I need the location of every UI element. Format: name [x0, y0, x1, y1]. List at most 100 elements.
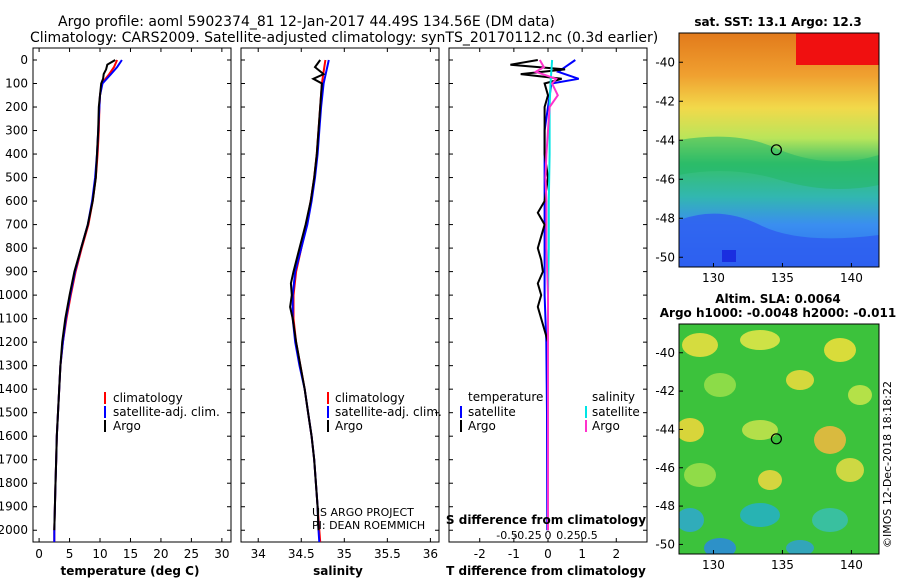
s-diff-tick-label: 0: [545, 529, 552, 542]
sst-argo-marker: [770, 144, 782, 156]
sla-blob: [824, 338, 856, 362]
salinity-plot-frame: [240, 47, 440, 543]
sla-map-ticks: 130 135 140 -40 -42 -44 -46 -48 -50: [655, 346, 862, 572]
legend-label-satellite: satellite-adj. clim.: [113, 405, 220, 419]
sla-map-title-1: Altim. SLA: 0.0064: [715, 292, 841, 306]
depth-tick-label: 1400: [0, 382, 28, 396]
sla-blob: [836, 458, 864, 482]
credit-project: US ARGO PROJECT: [312, 506, 414, 519]
map-y-tick-label: -40: [655, 346, 675, 360]
depth-tick-label: 1900: [0, 500, 28, 514]
difference-x-ticks: -2 -1 0 1 2: [474, 48, 620, 561]
s-diff-tick-label: 0.5: [580, 529, 598, 542]
series-line-climatology: [53, 59, 119, 542]
temperature-plot-frame: [32, 47, 232, 543]
depth-tick-label: 1600: [0, 429, 28, 443]
temperature-series: [53, 59, 123, 542]
legend-label-satellite: satellite-adj. clim.: [335, 405, 442, 419]
x-tick-label: 35: [337, 547, 352, 561]
s-diff-tick-label: -0.5: [496, 529, 517, 542]
sst-warm-patch: [796, 33, 879, 65]
sla-blob: [679, 508, 704, 532]
sla-blobs: [679, 330, 872, 554]
x-tick-label: 35.5: [374, 547, 401, 561]
legend-label-climatology: climatology: [335, 391, 405, 405]
map-x-tick-label: 135: [771, 271, 794, 285]
depth-tick-label: 200: [5, 100, 28, 114]
x-tick-label: 36: [423, 547, 438, 561]
map-x-tick-label: 140: [840, 558, 863, 572]
series-line-salinity-argo: [533, 59, 559, 531]
series-line-temperature-argo: [510, 59, 566, 531]
salinity-x-ticks: 34 34.5 35 35.5 36: [251, 48, 438, 561]
legend-label-temp-argo: Argo: [468, 419, 496, 433]
map-y-tick-label: -40: [655, 55, 675, 69]
temperature-xlabel: temperature (deg C): [61, 564, 200, 578]
credit-pi: PI: DEAN ROEMMICH: [312, 519, 425, 532]
sla-blob: [812, 508, 848, 532]
x-tick-label: 10: [92, 547, 107, 561]
depth-tick-label: 1300: [0, 359, 28, 373]
map-y-tick-label: -44: [655, 422, 675, 436]
salinity-panel: 34 34.5 35 35.5 36 salinity climatology sate…: [240, 47, 442, 578]
series-line-climatology: [292, 59, 327, 542]
sla-map-title-2: Argo h1000: -0.0048 h2000: -0.011: [660, 306, 896, 320]
map-y-tick-label: -42: [655, 94, 675, 108]
depth-tick-label: 600: [5, 194, 28, 208]
salinity-legend: climatology satellite-adj. clim. Argo: [327, 391, 442, 433]
sla-blob: [814, 426, 846, 454]
sst-green-band: [679, 136, 879, 189]
sla-blob: [786, 370, 814, 390]
difference-panel: -2 -1 0 1 2 T difference from climatology S …: [446, 47, 648, 578]
sla-blob: [848, 385, 872, 405]
s-difference-label: S difference from climatology: [446, 513, 646, 527]
map-y-tick-label: -46: [655, 172, 675, 186]
legend-heading-temperature: temperature: [468, 390, 543, 404]
sla-blob: [684, 463, 716, 487]
sla-blob: [786, 540, 814, 554]
x-tick-label: 20: [153, 547, 168, 561]
depth-tick-label: 1500: [0, 406, 28, 420]
map-x-tick-label: 135: [771, 558, 794, 572]
depth-tick-label: 1200: [0, 335, 28, 349]
salinity-xlabel: salinity: [313, 564, 363, 578]
depth-tick-label: 1000: [0, 288, 28, 302]
map-y-tick-label: -46: [655, 461, 675, 475]
sst-map-panel: sat. SST: 13.1 Argo: 12.3 130 135 140 -40 -4…: [655, 15, 880, 285]
sst-map-field: [679, 33, 879, 267]
series-line-argo: [53, 59, 116, 531]
temperature-panel: 0 5 10 15 20 25 30 temperature (deg C) climato…: [32, 47, 232, 578]
depth-tick-label: 500: [5, 171, 28, 185]
sla-blob: [740, 503, 780, 527]
sla-map-frame: [678, 323, 880, 555]
depth-tick-label: 100: [5, 77, 28, 91]
sla-blob: [679, 418, 704, 442]
sla-blob: [704, 373, 736, 397]
map-x-tick-label: 130: [702, 271, 725, 285]
depth-axis: 0 100 200 300 400 500 600 700 800 900 1000 1100 1200…: [0, 53, 647, 537]
x-tick-label: 1: [578, 547, 586, 561]
temperature-x-ticks: 0 5 10 15 20 25 30: [35, 48, 230, 561]
legend-heading-salinity: salinity: [592, 390, 635, 404]
x-tick-label: 34: [251, 547, 266, 561]
difference-legend: temperature satellite Argo salinity sate…: [460, 390, 640, 433]
sst-deep-blue-patch: [722, 250, 736, 262]
map-y-tick-label: -48: [655, 211, 675, 225]
difference-series: [510, 59, 580, 531]
title-line-1: Argo profile: aoml 5902374_81 12-Jan-201…: [58, 14, 555, 30]
legend-label-climatology: climatology: [113, 391, 183, 405]
sla-argo-marker: [770, 433, 782, 445]
x-tick-label: 30: [214, 547, 229, 561]
s-difference-ticks: -0.5-0.25 0 0.25 0.5: [496, 529, 597, 542]
depth-tick-label: 1800: [0, 476, 28, 490]
depth-tick-label: 800: [5, 241, 28, 255]
depth-tick-label: 1100: [0, 312, 28, 326]
s-diff-tick-label: 0.25: [556, 529, 581, 542]
sla-map-field: [679, 324, 879, 554]
sst-map-title: sat. SST: 13.1 Argo: 12.3: [694, 15, 861, 29]
sla-blob: [742, 420, 778, 440]
temperature-legend: climatology satellite-adj. clim. Argo: [104, 391, 220, 433]
legend-label-argo: Argo: [113, 419, 141, 433]
x-tick-label: -2: [474, 547, 486, 561]
